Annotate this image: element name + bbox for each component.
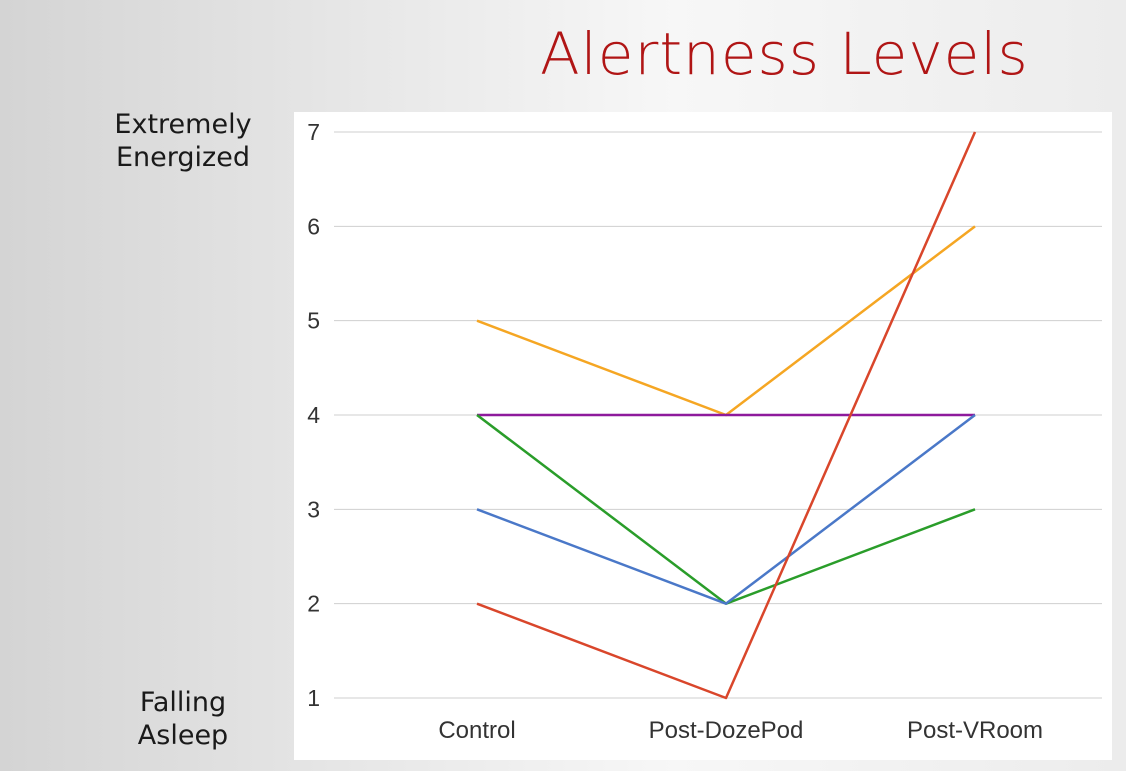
grid-lines: [334, 131, 1102, 699]
y-axis-top-caption: Extremely Energized: [112, 108, 254, 174]
top-caption-line-2: Energized: [116, 142, 250, 173]
series-lines: [476, 131, 977, 700]
x-tick-labels: Control Post-DozePod Post-VRoom: [438, 717, 1043, 744]
x-tick-label: Post-DozePod: [649, 717, 804, 744]
y-axis-bottom-caption: Falling Asleep: [116, 686, 250, 752]
y-tick-label: 7: [307, 119, 320, 145]
chart-panel: 1 2 3 4 5 6 7 Control Post-DozePod Post-VRoom: [294, 112, 1112, 760]
y-tick-label: 1: [307, 685, 320, 711]
y-tick-label: 4: [307, 402, 320, 428]
series-line-4: [476, 414, 976, 605]
top-caption-line-1: Extremely: [114, 109, 252, 140]
y-tick-label: 5: [307, 308, 320, 334]
y-tick-label: 6: [307, 213, 320, 239]
x-tick-label: Control: [438, 717, 515, 744]
y-tick-labels: 1 2 3 4 5 6 7: [307, 119, 320, 711]
series-line-5: [476, 131, 977, 700]
slide-title: Alertness Levels: [540, 20, 1029, 88]
bottom-caption-line-1: Falling: [139, 687, 227, 718]
x-tick-label: Post-VRoom: [907, 717, 1043, 744]
bottom-caption-line-2: Asleep: [137, 720, 229, 751]
y-tick-label: 3: [307, 496, 320, 522]
line-chart: 1 2 3 4 5 6 7 Control Post-DozePod Post-VRoom: [307, 119, 1102, 744]
y-tick-label: 2: [307, 591, 320, 617]
